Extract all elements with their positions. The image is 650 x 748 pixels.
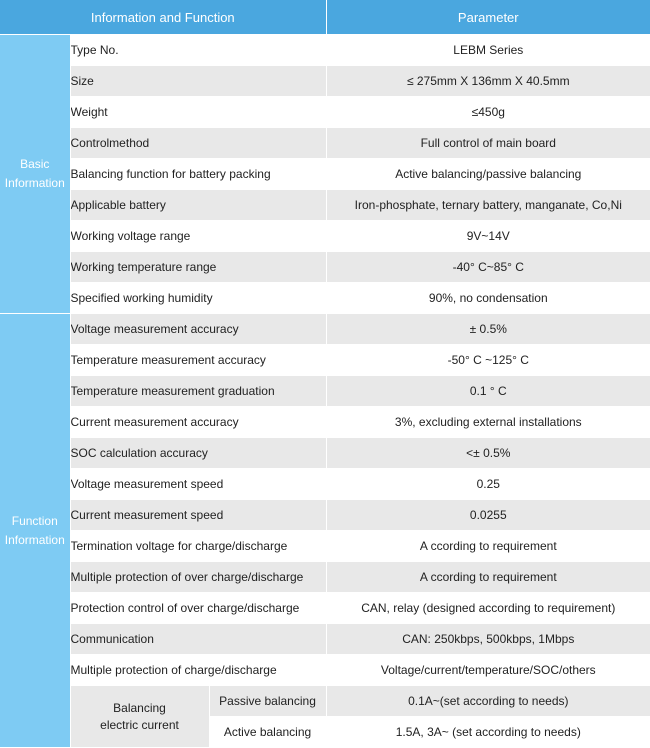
row-value: 9V~14V: [325, 220, 650, 252]
row-value: A ccording to requirement: [325, 530, 650, 562]
table-row: Protection control of over charge/discha…: [0, 592, 650, 624]
table-row: Balancing electric current Passive balan…: [0, 685, 650, 748]
row-label: Applicable battery: [70, 189, 327, 221]
row-label: Size: [70, 65, 327, 97]
row-label: Working temperature range: [70, 251, 327, 283]
table-row: Controlmethod Full control of main board: [0, 127, 650, 159]
row-label: Multiple protection of over charge/disch…: [70, 561, 327, 593]
passive-balancing-label: Passive balancing: [209, 685, 327, 717]
balancing-line2: electric current: [100, 717, 179, 732]
row-value: ± 0.5%: [325, 313, 650, 345]
row-label: Protection control of over charge/discha…: [70, 592, 327, 624]
table-row: Temperature measurement graduation 0.1 °…: [0, 375, 650, 407]
table-row: Size ≤ 275mm X 136mm X 40.5mm: [0, 65, 650, 97]
passive-balancing-value: 0.1A~(set according to needs): [325, 685, 650, 717]
group-basic-line1: Basic: [20, 157, 50, 171]
row-label: SOC calculation accuracy: [70, 437, 327, 469]
active-balancing-label: Active balancing: [209, 716, 327, 748]
row-label: Working voltage range: [70, 220, 327, 252]
row-value: Voltage/current/temperature/SOC/others: [325, 654, 650, 686]
table-row: Voltage measurement speed 0.25: [0, 468, 650, 500]
row-label: Current measurement speed: [70, 499, 327, 531]
row-label: Weight: [70, 96, 327, 128]
row-label: Temperature measurement accuracy: [70, 344, 327, 376]
row-label: Multiple protection of charge/discharge: [70, 654, 327, 686]
table-row: Working voltage range 9V~14V: [0, 220, 650, 252]
table-row: Working temperature range -40° C~85° C: [0, 251, 650, 283]
row-label: Current measurement accuracy: [70, 406, 327, 438]
row-value: ≤ 275mm X 136mm X 40.5mm: [325, 65, 650, 97]
table-row: Weight ≤450g: [0, 96, 650, 128]
table-row: Balancing function for battery packing A…: [0, 158, 650, 190]
row-label: Temperature measurement graduation: [70, 375, 327, 407]
group-function-line1: Function: [11, 513, 58, 528]
row-value: CAN: 250kbps, 500kbps, 1Mbps: [325, 623, 650, 655]
row-value: -50° C ~125° C: [325, 344, 650, 376]
row-value: Full control of main board: [325, 127, 650, 159]
row-value: LEBM Series: [325, 34, 650, 66]
header-parameter: Parameter: [326, 0, 650, 35]
header-information-function: Information and Function: [0, 0, 327, 35]
group-function-line2: Information: [4, 532, 65, 547]
row-value: 3%, excluding external installations: [325, 406, 650, 438]
balancing-line1: Balancing: [113, 700, 166, 715]
row-label: Communication: [70, 623, 327, 655]
table-row: Current measurement speed 0.0255: [0, 499, 650, 531]
table-row: Function Information Voltage measurement…: [0, 313, 650, 748]
table-row: SOC calculation accuracy <± 0.5%: [0, 437, 650, 469]
row-value: -40° C~85° C: [325, 251, 650, 283]
row-value: CAN, relay (designed according to requir…: [325, 592, 650, 624]
group-basic-information: Basic Information: [0, 34, 71, 314]
table-row: Communication CAN: 250kbps, 500kbps, 1Mb…: [0, 623, 650, 655]
row-value: 0.25: [325, 468, 650, 500]
table-row: Multiple protection of charge/discharge …: [0, 654, 650, 686]
row-value: 90%, no condensation: [325, 282, 650, 314]
table-row: Multiple protection of over charge/disch…: [0, 561, 650, 593]
row-value: <± 0.5%: [325, 437, 650, 469]
row-value: Active balancing/passive balancing: [325, 158, 650, 190]
header-row: Information and Function Parameter: [0, 0, 650, 35]
row-value: 0.1 ° C: [325, 375, 650, 407]
table-row: Termination voltage for charge/discharge…: [0, 530, 650, 562]
row-value: ≤450g: [325, 96, 650, 128]
group-function-information: Function Information: [0, 313, 71, 748]
row-label: Type No.: [70, 34, 327, 66]
balancing-current-label: Balancing electric current: [70, 685, 210, 748]
row-label: Voltage measurement speed: [70, 468, 327, 500]
row-label: Balancing function for battery packing: [70, 158, 327, 190]
row-label: Voltage measurement accuracy: [70, 313, 327, 345]
row-label: Termination voltage for charge/discharge: [70, 530, 327, 562]
row-value: A ccording to requirement: [325, 561, 650, 593]
table-row: Basic Information Type No. LEBM Series: [0, 34, 650, 314]
row-value: Iron-phosphate, ternary battery, mangana…: [325, 189, 650, 221]
table-row: Specified working humidity 90%, no conde…: [0, 282, 650, 314]
row-value: 0.0255: [325, 499, 650, 531]
row-label: Controlmethod: [70, 127, 327, 159]
table-row: Temperature measurement accuracy -50° C …: [0, 344, 650, 376]
table-row: Current measurement accuracy 3%, excludi…: [0, 406, 650, 438]
table-row: Applicable battery Iron-phosphate, terna…: [0, 189, 650, 221]
group-basic-line2: Information: [4, 176, 65, 190]
active-balancing-value: 1.5A, 3A~ (set according to needs): [325, 716, 650, 748]
row-label: Specified working humidity: [70, 282, 327, 314]
